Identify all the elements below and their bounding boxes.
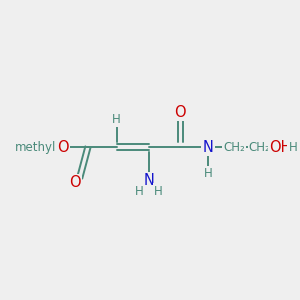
- Text: OH: OH: [269, 140, 292, 154]
- Text: H: H: [135, 184, 144, 198]
- Text: H: H: [289, 141, 297, 154]
- Text: N: N: [143, 173, 155, 188]
- Text: methyl: methyl: [14, 141, 56, 154]
- Text: H: H: [204, 167, 213, 180]
- Text: O: O: [175, 105, 186, 120]
- Text: CH₂: CH₂: [223, 141, 245, 154]
- Text: O: O: [57, 140, 69, 154]
- Text: CH₂: CH₂: [249, 141, 271, 154]
- Text: O: O: [69, 176, 80, 190]
- Text: H: H: [112, 113, 121, 126]
- Text: H: H: [154, 184, 163, 198]
- Text: N: N: [203, 140, 214, 154]
